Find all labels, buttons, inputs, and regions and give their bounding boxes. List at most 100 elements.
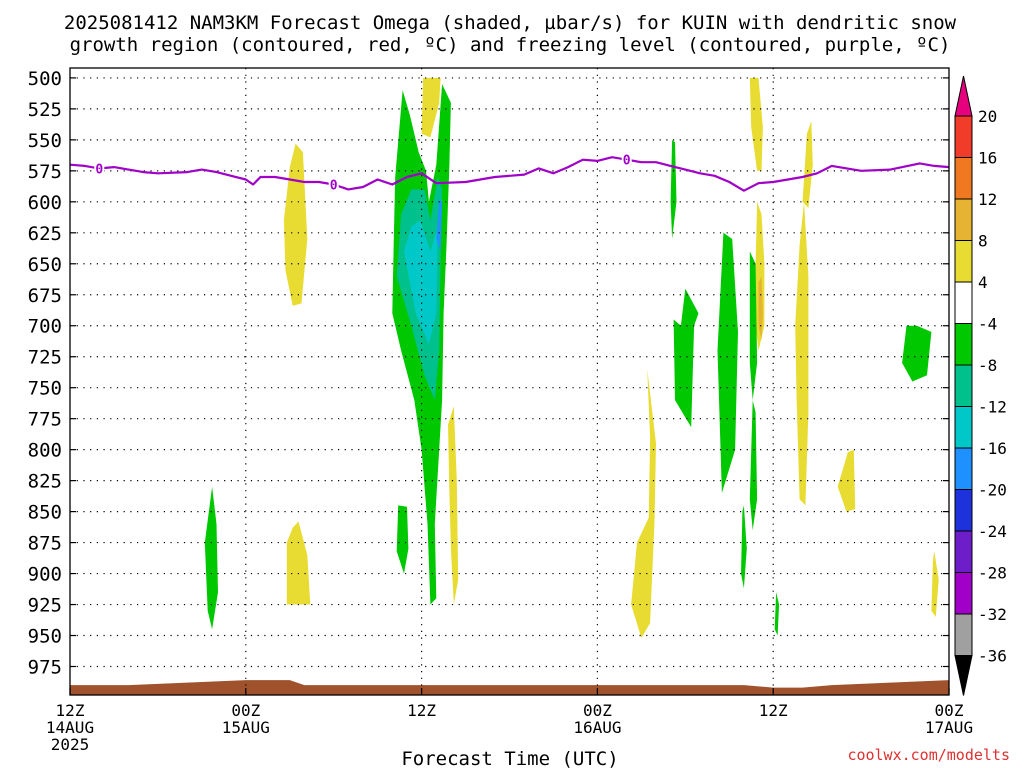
colorbar-swatch-1 xyxy=(954,157,973,200)
y-tick-label-550: 550 xyxy=(28,130,62,152)
omega-region-5 xyxy=(749,77,763,171)
x-tick-label-36-2: 16AUG xyxy=(573,718,621,737)
colorbar-label-3: 8 xyxy=(978,232,988,251)
y-tick-label-950: 950 xyxy=(28,626,62,648)
colorbar-label-2: 12 xyxy=(978,190,997,209)
colorbar: 20 16 12 8 4 -4 -8 -12 -16 -20 -24 -28 -32 -36 xyxy=(954,75,1007,696)
colorbar-label-12: -32 xyxy=(978,605,1007,624)
chart-title-line2: growth region (contoured, red, ºC) and f… xyxy=(70,34,951,56)
y-tick-label-675: 675 xyxy=(28,285,62,307)
omega-region-2 xyxy=(421,77,441,138)
omega-region-8 xyxy=(795,201,809,506)
colorbar-swatch-8 xyxy=(954,447,973,490)
colorbar-label-13: -36 xyxy=(978,647,1007,666)
omega-region-18 xyxy=(670,139,677,239)
freezing-label-bg-1 xyxy=(328,177,339,191)
y-tick-label-725: 725 xyxy=(28,347,62,369)
y-tick-label-925: 925 xyxy=(28,595,62,617)
grid-lines xyxy=(70,68,949,695)
omega-region-16 xyxy=(396,505,409,574)
freezing-level-contour: 0 0 0 xyxy=(69,152,950,193)
omega-region-11 xyxy=(931,551,939,617)
x-tick-label-12-2: 15AUG xyxy=(222,718,270,737)
omega-region-15 xyxy=(436,199,443,252)
x-tick-label-0-1: 12Z xyxy=(56,701,85,720)
colorbar-label-6: -8 xyxy=(978,356,997,375)
omega-region-7 xyxy=(758,276,763,341)
colorbar-swatch-5 xyxy=(954,323,973,366)
x-axis-label: Forecast Time (UTC) xyxy=(401,748,618,768)
credit-text: coolwx.com/modelts xyxy=(847,746,1010,764)
omega-region-17 xyxy=(204,486,218,630)
y-axis-ticks: 500 525 550 575 600 625 650 675 700 725 750 775 800 8… xyxy=(28,68,949,679)
colorbar-label-7: -12 xyxy=(978,398,1007,417)
x-tick-label-60-2: 17AUG xyxy=(925,718,973,737)
y-tick-label-700: 700 xyxy=(28,316,62,338)
omega-region-0 xyxy=(283,143,308,306)
omega-region-10 xyxy=(837,449,856,512)
omega-region-23 xyxy=(741,505,747,589)
omega-shaded-regions xyxy=(204,77,939,638)
colorbar-swatch-9 xyxy=(954,489,973,532)
freezing-level-line xyxy=(69,156,950,192)
y-tick-label-900: 900 xyxy=(28,564,62,586)
y-tick-label-600: 600 xyxy=(28,192,62,214)
colorbar-swatch-10 xyxy=(954,530,973,573)
colorbar-swatch-7 xyxy=(954,406,973,449)
colorbar-swatch-3 xyxy=(954,240,973,283)
x-tick-label-0-2: 14AUG xyxy=(46,718,94,737)
omega-region-24 xyxy=(774,592,780,636)
omega-region-22 xyxy=(749,400,758,531)
y-tick-label-500: 500 xyxy=(28,68,62,90)
y-tick-label-800: 800 xyxy=(28,440,62,462)
freezing-label-2: 0 xyxy=(623,154,631,169)
y-tick-label-625: 625 xyxy=(28,223,62,245)
x-tick-label-24-1: 12Z xyxy=(407,701,436,720)
y-tick-label-825: 825 xyxy=(28,471,62,493)
y-tick-label-750: 750 xyxy=(28,378,62,400)
colorbar-label-9: -20 xyxy=(978,481,1007,500)
colorbar-label-4: 4 xyxy=(978,273,988,292)
y-tick-label-850: 850 xyxy=(28,502,62,524)
omega-region-19 xyxy=(673,288,699,428)
y-tick-label-975: 975 xyxy=(28,657,62,679)
colorbar-swatch-4 xyxy=(954,281,973,324)
omega-region-20 xyxy=(717,232,738,494)
colorbar-bottom-arrow xyxy=(954,655,973,696)
omega-region-25 xyxy=(902,325,932,382)
colorbar-label-11: -28 xyxy=(978,564,1007,583)
x-tick-label-12-1: 00Z xyxy=(231,701,260,720)
colorbar-label-0: 20 xyxy=(978,107,997,126)
omega-region-3 xyxy=(448,406,459,605)
chart-title-line1: 2025081412 NAM3KM Forecast Omega (shaded… xyxy=(64,12,957,34)
omega-region-4 xyxy=(631,369,656,638)
x-tick-label-0-3: 2025 xyxy=(51,735,90,754)
colorbar-label-8: -16 xyxy=(978,439,1007,458)
omega-region-14 xyxy=(404,220,438,345)
colorbar-swatch-6 xyxy=(954,364,973,407)
freezing-label-bg-0 xyxy=(94,161,105,175)
freezing-label-bg-2 xyxy=(621,152,632,166)
x-tick-label-60-1: 00Z xyxy=(935,701,964,720)
colorbar-swatch-2 xyxy=(954,198,973,241)
colorbar-swatch-11 xyxy=(954,572,973,615)
freezing-label-0: 0 xyxy=(95,162,103,177)
y-tick-label-775: 775 xyxy=(28,409,62,431)
y-tick-label-525: 525 xyxy=(28,99,62,121)
omega-region-1 xyxy=(286,521,311,605)
colorbar-label-1: 16 xyxy=(978,149,997,168)
colorbar-swatch-12 xyxy=(954,613,973,656)
plot-frame xyxy=(69,67,950,696)
y-tick-label-875: 875 xyxy=(28,533,62,555)
x-tick-label-48-1: 12Z xyxy=(759,701,788,720)
colorbar-top-arrow xyxy=(954,75,973,117)
y-tick-label-650: 650 xyxy=(28,254,62,276)
ground-surface xyxy=(70,680,949,695)
ground-fill xyxy=(70,680,949,695)
freezing-label-1: 0 xyxy=(330,178,338,193)
colorbar-label-5: -4 xyxy=(978,315,997,334)
colorbar-swatch-0 xyxy=(954,115,973,158)
omega-region-9 xyxy=(802,121,813,208)
